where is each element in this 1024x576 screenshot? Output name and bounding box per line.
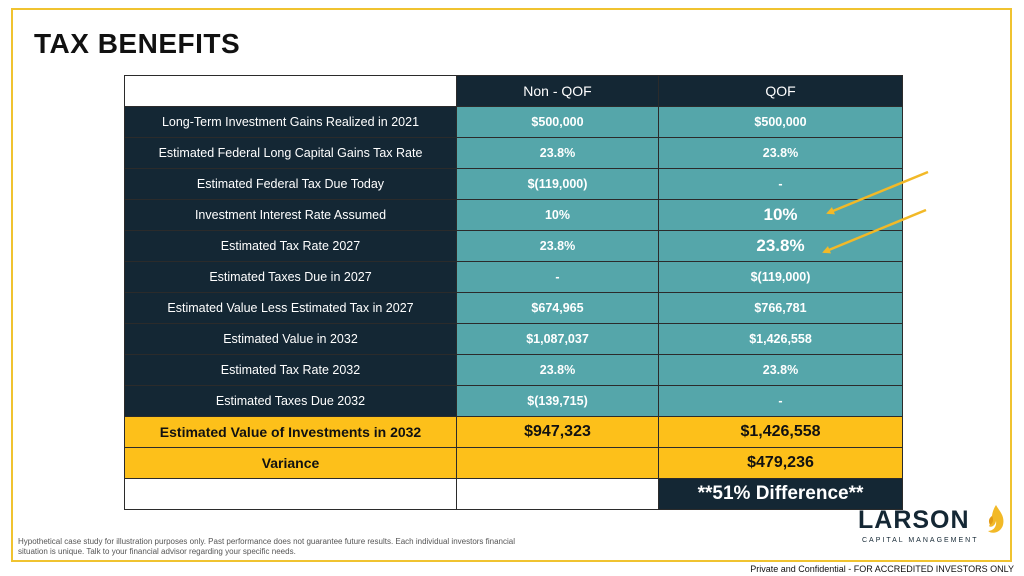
row-label: Estimated Federal Long Capital Gains Tax…: [124, 137, 457, 169]
tax-benefits-table: Non - QOF QOF Long-Term Investment Gains…: [124, 75, 903, 510]
qof-value: -: [658, 385, 903, 417]
qof-value: 23.8%: [658, 137, 903, 169]
row-label: Estimated Tax Rate 2027: [124, 230, 457, 262]
total-row: Estimated Value of Investments in 2032 $…: [124, 416, 903, 448]
non-qof-value: $1,087,037: [456, 323, 659, 355]
non-qof-value: $674,965: [456, 292, 659, 324]
variance-row: Variance $479,236: [124, 447, 903, 479]
row-label: Estimated Value in 2032: [124, 323, 457, 355]
header-non-qof: Non - QOF: [456, 75, 659, 107]
header-qof: QOF: [658, 75, 903, 107]
non-qof-value: 10%: [456, 199, 659, 231]
row-label: Long-Term Investment Gains Realized in 2…: [124, 106, 457, 138]
difference-callout: **51% Difference**: [658, 478, 903, 510]
non-qof-value: $500,000: [456, 106, 659, 138]
logo-subtitle: CAPITAL MANAGEMENT: [862, 537, 979, 544]
disclaimer-text: Hypothetical case study for illustration…: [18, 537, 516, 556]
flame-icon: [988, 505, 1004, 533]
row-label: Investment Interest Rate Assumed: [124, 199, 457, 231]
difference-blank-label: [124, 478, 457, 510]
logo-name: LARSON: [858, 506, 970, 534]
qof-value-highlighted: 10%: [658, 199, 903, 231]
table-row: Estimated Value in 2032 $1,087,037 $1,42…: [124, 323, 903, 355]
difference-blank-non-qof: [456, 478, 659, 510]
row-label: Estimated Tax Rate 2032: [124, 354, 457, 386]
table-row: Estimated Federal Long Capital Gains Tax…: [124, 137, 903, 169]
table-row: Estimated Value Less Estimated Tax in 20…: [124, 292, 903, 324]
row-label: Estimated Value Less Estimated Tax in 20…: [124, 292, 457, 324]
total-qof: $1,426,558: [658, 416, 903, 448]
larson-logo: LARSON CAPITAL MANAGEMENT: [858, 504, 1008, 554]
non-qof-value: 23.8%: [456, 137, 659, 169]
total-label: Estimated Value of Investments in 2032: [124, 416, 457, 448]
slide-title: TAX BENEFITS: [34, 28, 241, 59]
non-qof-value: $(119,000): [456, 168, 659, 200]
table-header-row: Non - QOF QOF: [124, 75, 903, 107]
total-non-qof: $947,323: [456, 416, 659, 448]
table-row: Investment Interest Rate Assumed 10% 10%: [124, 199, 903, 231]
qof-value: $(119,000): [658, 261, 903, 293]
table-row: Estimated Taxes Due in 2027 - $(119,000): [124, 261, 903, 293]
row-label: Estimated Taxes Due in 2027: [124, 261, 457, 293]
qof-value: $766,781: [658, 292, 903, 324]
non-qof-value: 23.8%: [456, 230, 659, 262]
table-row: Estimated Taxes Due 2032 $(139,715) -: [124, 385, 903, 417]
variance-qof: $479,236: [658, 447, 903, 479]
footer-confidential: Private and Confidential - FOR ACCREDITE…: [750, 564, 1014, 574]
table-row: Long-Term Investment Gains Realized in 2…: [124, 106, 903, 138]
non-qof-value: 23.8%: [456, 354, 659, 386]
table-row: Estimated Tax Rate 2027 23.8% 23.8%: [124, 230, 903, 262]
qof-value: $500,000: [658, 106, 903, 138]
arrow-to-tax-rate: [822, 208, 927, 254]
highlight-arrow-icon: [822, 170, 929, 254]
qof-value: $1,426,558: [658, 323, 903, 355]
non-qof-value: $(139,715): [456, 385, 659, 417]
qof-value: 23.8%: [658, 354, 903, 386]
difference-row: **51% Difference**: [124, 478, 903, 510]
non-qof-value: -: [456, 261, 659, 293]
row-label: Estimated Federal Tax Due Today: [124, 168, 457, 200]
variance-non-qof: [456, 447, 659, 479]
header-blank-cell: [124, 75, 457, 107]
table-row: Estimated Tax Rate 2032 23.8% 23.8%: [124, 354, 903, 386]
variance-label: Variance: [124, 447, 457, 479]
row-label: Estimated Taxes Due 2032: [124, 385, 457, 417]
arrow-to-interest-rate: [826, 170, 929, 215]
table-row: Estimated Federal Tax Due Today $(119,00…: [124, 168, 903, 200]
qof-value: -: [658, 168, 903, 200]
